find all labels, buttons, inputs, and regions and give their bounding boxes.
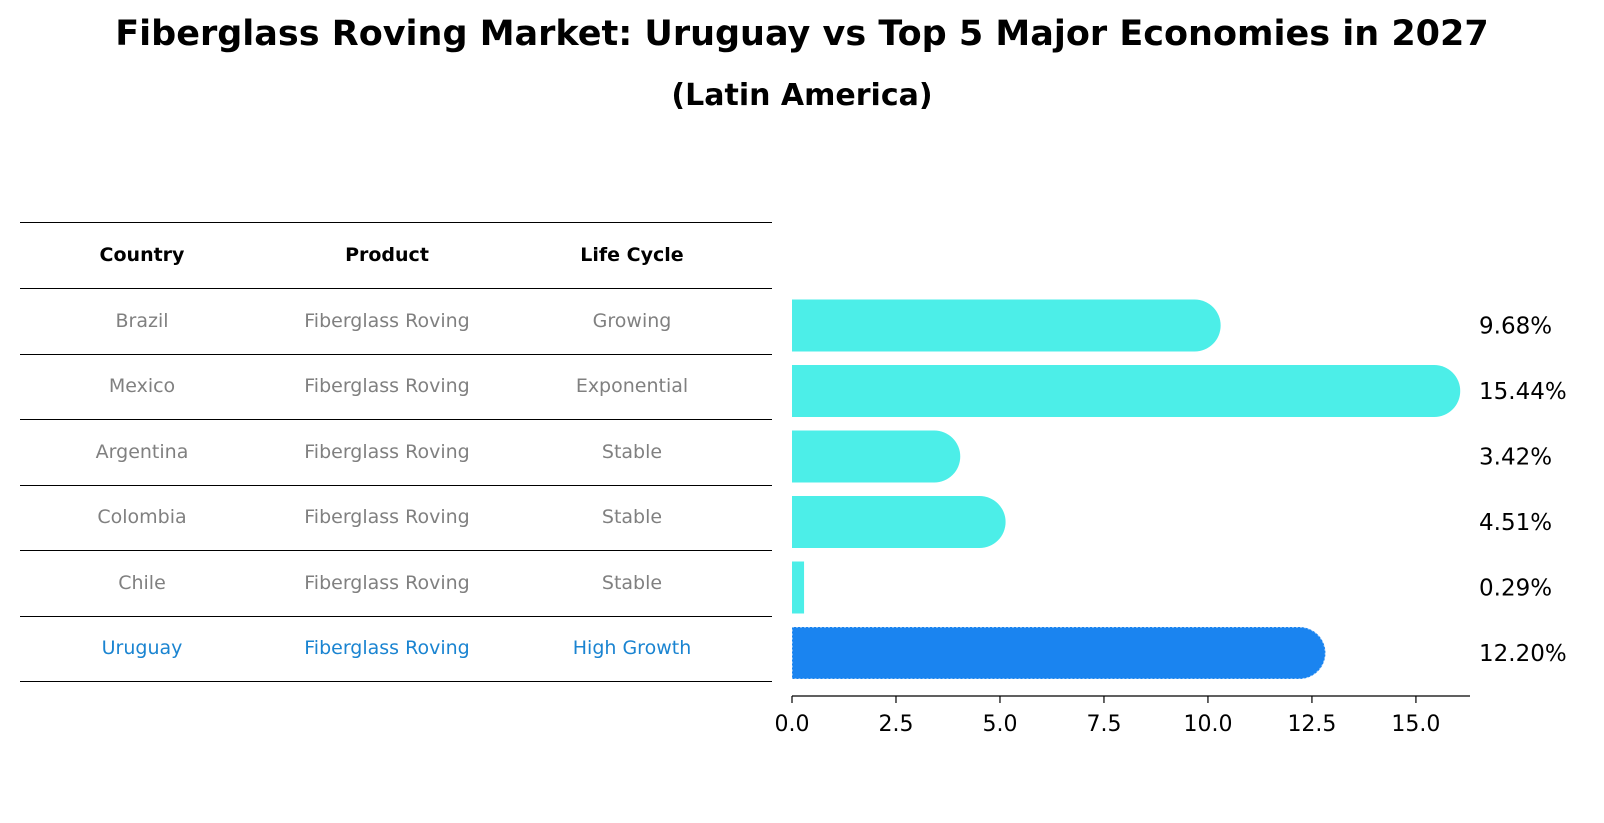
- table-cell-country: Brazil: [115, 309, 169, 332]
- table-rule: [20, 353, 772, 355]
- table-rule: [20, 288, 772, 289]
- table-cell-country: Argentina: [95, 440, 189, 463]
- table-cell-product: Fiberglass Roving: [304, 375, 470, 398]
- x-tick-label: 2.5: [878, 712, 913, 737]
- value-label: 0.29%: [1479, 576, 1552, 602]
- table-cell-product: Fiberglass Roving: [304, 440, 470, 463]
- x-tick-label: 15.0: [1391, 712, 1440, 737]
- table-rule: [20, 681, 772, 682]
- table-cell-country: Chile: [118, 571, 166, 594]
- table-rule: [20, 550, 772, 551]
- chart-subtitle: (Latin America): [671, 78, 933, 113]
- value-label: 3.42%: [1479, 445, 1552, 471]
- table-cell-life-cycle: Exponential: [575, 375, 689, 398]
- value-label: 9.68%: [1479, 314, 1552, 340]
- table-header-product: Product: [345, 244, 429, 266]
- bar-colombia: [792, 496, 1006, 548]
- bar-outline-uruguay: [791, 626, 1327, 680]
- table-rule: [20, 484, 772, 486]
- value-label: 4.51%: [1479, 510, 1552, 536]
- bar-argentina: [792, 430, 961, 483]
- table-cell-life-cycle: High Growth: [572, 637, 692, 660]
- table-cell-life-cycle: Stable: [601, 571, 663, 594]
- table-cell-life-cycle: Stable: [601, 506, 663, 529]
- bar-uruguay: [792, 627, 1326, 679]
- table-rule: [20, 615, 772, 617]
- table-cell-country: Uruguay: [101, 637, 183, 660]
- x-tick-label: 10.0: [1183, 712, 1232, 737]
- table-cell-life-cycle: Growing: [592, 309, 672, 332]
- table-rule: [20, 222, 772, 223]
- table-header-life-cycle: Life Cycle: [580, 244, 684, 266]
- bar-chile: [792, 561, 805, 614]
- bar-brazil: [792, 299, 1221, 352]
- table-cell-product: Fiberglass Roving: [304, 637, 470, 660]
- table-cell-country: Mexico: [108, 375, 176, 398]
- value-label: 12.20%: [1479, 641, 1567, 667]
- chart-title: Fiberglass Roving Market: Uruguay vs Top…: [115, 14, 1489, 54]
- value-label: 15.44%: [1479, 379, 1567, 405]
- table-cell-product: Fiberglass Roving: [304, 506, 470, 529]
- table-cell-product: Fiberglass Roving: [304, 571, 470, 594]
- table-header-country: Country: [99, 244, 185, 266]
- table-cell-life-cycle: Stable: [601, 440, 663, 463]
- table-cell-country: Colombia: [97, 506, 187, 529]
- x-tick-label: 5.0: [982, 712, 1017, 737]
- x-tick-label: 7.5: [1086, 712, 1121, 737]
- table-cell-product: Fiberglass Roving: [304, 309, 470, 332]
- x-tick-label: 12.5: [1287, 712, 1336, 737]
- bar-mexico: [792, 365, 1461, 417]
- x-tick-label: 0.0: [775, 712, 810, 737]
- table-rule: [20, 419, 772, 420]
